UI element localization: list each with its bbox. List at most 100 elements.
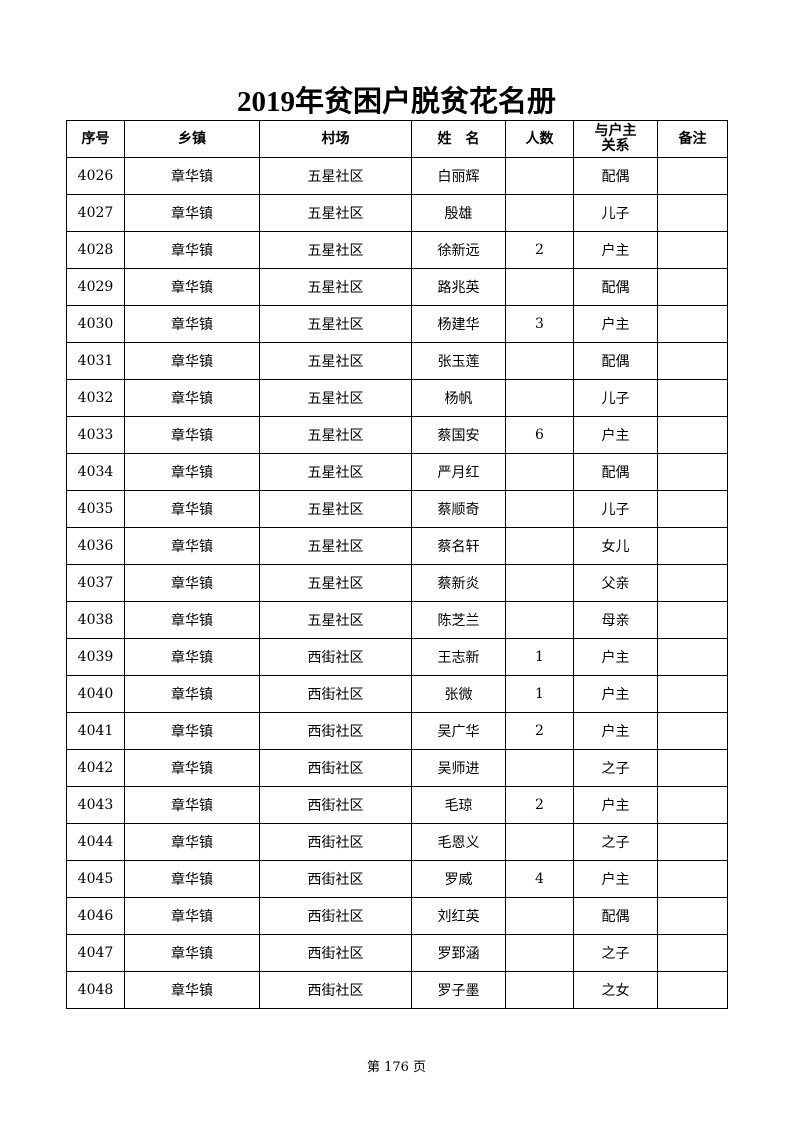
- header-relation: 与户主 关系: [573, 120, 658, 158]
- cell-name: 张玉莲: [411, 342, 506, 380]
- cell-township: 章华镇: [124, 897, 260, 935]
- cell-name: 罗郅涵: [411, 934, 506, 972]
- cell-relation: 之子: [573, 934, 658, 972]
- cell-remarks: [657, 157, 728, 195]
- cell-name: 杨帆: [411, 379, 506, 417]
- cell-relation: 户主: [573, 638, 658, 676]
- cell-township: 章华镇: [124, 786, 260, 824]
- cell-name: 毛恩义: [411, 823, 506, 861]
- cell-relation: 户主: [573, 416, 658, 454]
- cell-household-size: [505, 823, 574, 861]
- cell-serial: 4039: [66, 638, 125, 676]
- cell-serial: 4035: [66, 490, 125, 528]
- cell-serial: 4040: [66, 675, 125, 713]
- header-township: 乡镇: [124, 120, 260, 158]
- cell-relation: 之女: [573, 971, 658, 1009]
- cell-township: 章华镇: [124, 231, 260, 269]
- cell-name: 严月红: [411, 453, 506, 491]
- cell-township: 章华镇: [124, 712, 260, 750]
- cell-township: 章华镇: [124, 823, 260, 861]
- cell-village: 五星社区: [259, 231, 412, 269]
- cell-relation: 儿子: [573, 194, 658, 232]
- cell-village: 西街社区: [259, 934, 412, 972]
- cell-village: 五星社区: [259, 194, 412, 232]
- table-row: 4037 章华镇 五星社区 蔡新炎 父亲: [66, 564, 728, 602]
- cell-household-size: [505, 934, 574, 972]
- header-serial: 序号: [66, 120, 125, 158]
- cell-relation: 儿子: [573, 379, 658, 417]
- cell-serial: 4027: [66, 194, 125, 232]
- cell-household-size: 2: [505, 786, 574, 824]
- cell-name: 吴师进: [411, 749, 506, 787]
- table-row: 4032 章华镇 五星社区 杨帆 儿子: [66, 379, 728, 417]
- cell-township: 章华镇: [124, 971, 260, 1009]
- cell-household-size: 6: [505, 416, 574, 454]
- cell-remarks: [657, 453, 728, 491]
- cell-name: 吴广华: [411, 712, 506, 750]
- cell-household-size: [505, 527, 574, 565]
- cell-township: 章华镇: [124, 342, 260, 380]
- table-row: 4045 章华镇 西街社区 罗威 4 户主: [66, 860, 728, 898]
- cell-remarks: [657, 712, 728, 750]
- cell-serial: 4038: [66, 601, 125, 639]
- cell-household-size: [505, 564, 574, 602]
- cell-village: 五星社区: [259, 157, 412, 195]
- cell-township: 章华镇: [124, 601, 260, 639]
- table-row: 4030 章华镇 五星社区 杨建华 3 户主: [66, 305, 728, 343]
- cell-household-size: [505, 194, 574, 232]
- header-village: 村场: [259, 120, 412, 158]
- cell-serial: 4046: [66, 897, 125, 935]
- cell-household-size: [505, 749, 574, 787]
- cell-household-size: [505, 601, 574, 639]
- cell-serial: 4036: [66, 527, 125, 565]
- cell-remarks: [657, 268, 728, 306]
- cell-name: 徐新远: [411, 231, 506, 269]
- table-row: 4047 章华镇 西街社区 罗郅涵 之子: [66, 934, 728, 972]
- cell-remarks: [657, 231, 728, 269]
- table-row: 4028 章华镇 五星社区 徐新远 2 户主: [66, 231, 728, 269]
- table-row: 4034 章华镇 五星社区 严月红 配偶: [66, 453, 728, 491]
- cell-village: 五星社区: [259, 490, 412, 528]
- cell-village: 西街社区: [259, 823, 412, 861]
- cell-name: 蔡顺奇: [411, 490, 506, 528]
- cell-name: 蔡国安: [411, 416, 506, 454]
- cell-township: 章华镇: [124, 934, 260, 972]
- table-row: 4043 章华镇 西街社区 毛琼 2 户主: [66, 786, 728, 824]
- cell-village: 西街社区: [259, 897, 412, 935]
- cell-village: 五星社区: [259, 601, 412, 639]
- cell-serial: 4032: [66, 379, 125, 417]
- cell-serial: 4026: [66, 157, 125, 195]
- cell-name: 毛琼: [411, 786, 506, 824]
- cell-remarks: [657, 490, 728, 528]
- cell-remarks: [657, 416, 728, 454]
- cell-village: 西街社区: [259, 749, 412, 787]
- cell-village: 五星社区: [259, 379, 412, 417]
- table-row: 4046 章华镇 西街社区 刘红英 配偶: [66, 897, 728, 935]
- cell-relation: 户主: [573, 712, 658, 750]
- cell-township: 章华镇: [124, 860, 260, 898]
- table-row: 4048 章华镇 西街社区 罗子墨 之女: [66, 971, 728, 1009]
- cell-serial: 4042: [66, 749, 125, 787]
- cell-household-size: [505, 268, 574, 306]
- cell-serial: 4029: [66, 268, 125, 306]
- roster-table: 序号 乡镇 村场姓 名人数 与户主 关系 备注 4026 章华镇 五星社区 白丽辉 配偶 4027…: [66, 120, 728, 1009]
- cell-relation: 女儿: [573, 527, 658, 565]
- cell-relation: 户主: [573, 786, 658, 824]
- cell-village: 西街社区: [259, 638, 412, 676]
- table-row: 4033 章华镇 五星社区 蔡国安 6 户主: [66, 416, 728, 454]
- cell-relation: 户主: [573, 231, 658, 269]
- table-row: 4035 章华镇 五星社区 蔡顺奇 儿子: [66, 490, 728, 528]
- cell-serial: 4043: [66, 786, 125, 824]
- cell-serial: 4044: [66, 823, 125, 861]
- cell-village: 西街社区: [259, 786, 412, 824]
- cell-village: 五星社区: [259, 305, 412, 343]
- table-row: 4036 章华镇 五星社区 蔡名轩 女儿: [66, 527, 728, 565]
- cell-village: 五星社区: [259, 268, 412, 306]
- cell-village: 西街社区: [259, 675, 412, 713]
- cell-household-size: [505, 897, 574, 935]
- cell-serial: 4028: [66, 231, 125, 269]
- table-row: 4041 章华镇 西街社区 吴广华 2 户主: [66, 712, 728, 750]
- cell-name: 王志新: [411, 638, 506, 676]
- cell-name: 殷雄: [411, 194, 506, 232]
- cell-household-size: 2: [505, 231, 574, 269]
